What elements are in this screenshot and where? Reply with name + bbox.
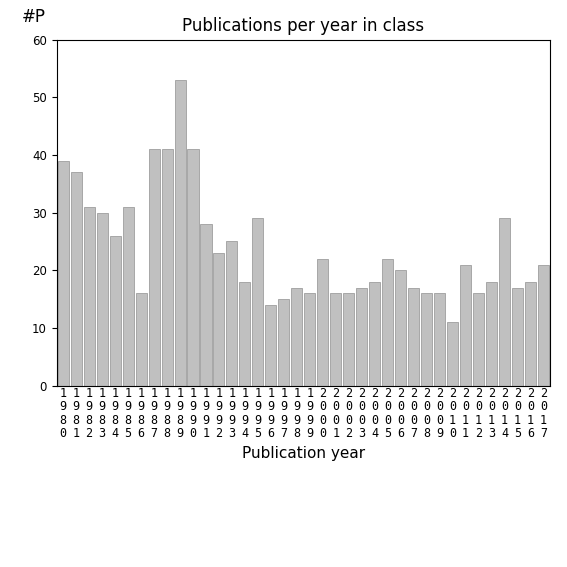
Bar [304,293,315,386]
Text: #P: #P [22,8,46,26]
Bar [188,149,198,386]
Bar [278,299,289,386]
Bar [175,80,185,386]
Bar [58,161,69,386]
Bar [318,259,328,386]
Bar [201,224,211,386]
Bar [434,293,445,386]
Bar [226,242,238,386]
Bar [460,264,471,386]
Title: Publications per year in class: Publications per year in class [182,18,425,35]
X-axis label: Publication year: Publication year [242,446,365,461]
Bar [149,149,159,386]
Bar [331,293,341,386]
Bar [369,282,380,386]
Bar [239,282,251,386]
Bar [213,253,225,386]
Bar [84,207,95,386]
Bar [71,172,82,386]
Bar [265,305,276,386]
Bar [421,293,432,386]
Bar [538,264,549,386]
Bar [96,213,108,386]
Bar [473,293,484,386]
Bar [395,270,406,386]
Bar [343,293,354,386]
Bar [356,287,367,386]
Bar [408,287,419,386]
Bar [291,287,302,386]
Bar [162,149,172,386]
Bar [447,322,458,386]
Bar [512,287,523,386]
Bar [109,236,121,386]
Bar [525,282,536,386]
Bar [252,218,264,386]
Bar [122,207,134,386]
Bar [486,282,497,386]
Bar [499,218,510,386]
Bar [136,293,147,386]
Bar [382,259,393,386]
